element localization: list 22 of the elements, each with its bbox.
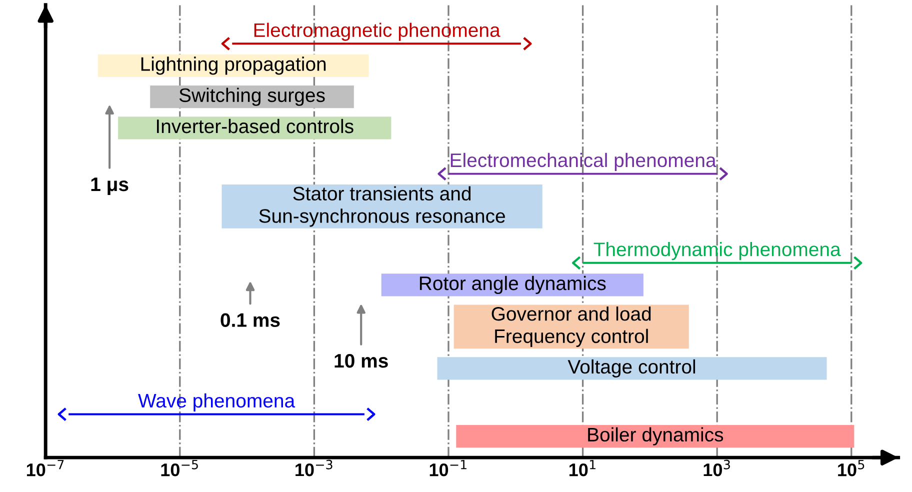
x-tick-label: 10$^{1}$ [569, 460, 596, 476]
x-tick-label: 10$^{3}$ [704, 460, 730, 476]
y-tick-label: Thermodynamic phenomena [594, 242, 841, 260]
annotation: 1 μs [91, 178, 128, 195]
annotation: 0.1 ms [220, 313, 280, 327]
x-tick-label: 10$^{−5}$ [161, 460, 198, 476]
x-tick-label: 10$^{−1}$ [430, 460, 466, 476]
y-tick-label: Wave phenomena [138, 393, 296, 412]
y-tick-label: Governor and load Frequency control [492, 306, 651, 347]
x-tick-label: 10$^{−7}$ [26, 460, 64, 476]
y-tick-label: Electromagnetic phenomena [254, 22, 500, 41]
y-tick-label: Voltage control [568, 359, 696, 378]
y-tick-label: Rotor angle dynamics [420, 276, 606, 294]
x-tick-label: 10$^{−3}$ [296, 460, 332, 476]
y-tick-label: Inverter-based controls [156, 118, 354, 134]
y-tick-label: Electromechanical phenomena [450, 152, 716, 171]
y-tick-label: Stator transients and Sun-synchronous resonance [259, 186, 505, 227]
y-tick-label: Lightning propagation [141, 56, 326, 75]
y-tick-label: Switching surges [179, 88, 325, 106]
x-tick-label: 10$^{5}$ [838, 460, 864, 476]
y-tick-label: Boiler dynamics [588, 427, 724, 446]
annotation: 10 ms [334, 354, 388, 368]
